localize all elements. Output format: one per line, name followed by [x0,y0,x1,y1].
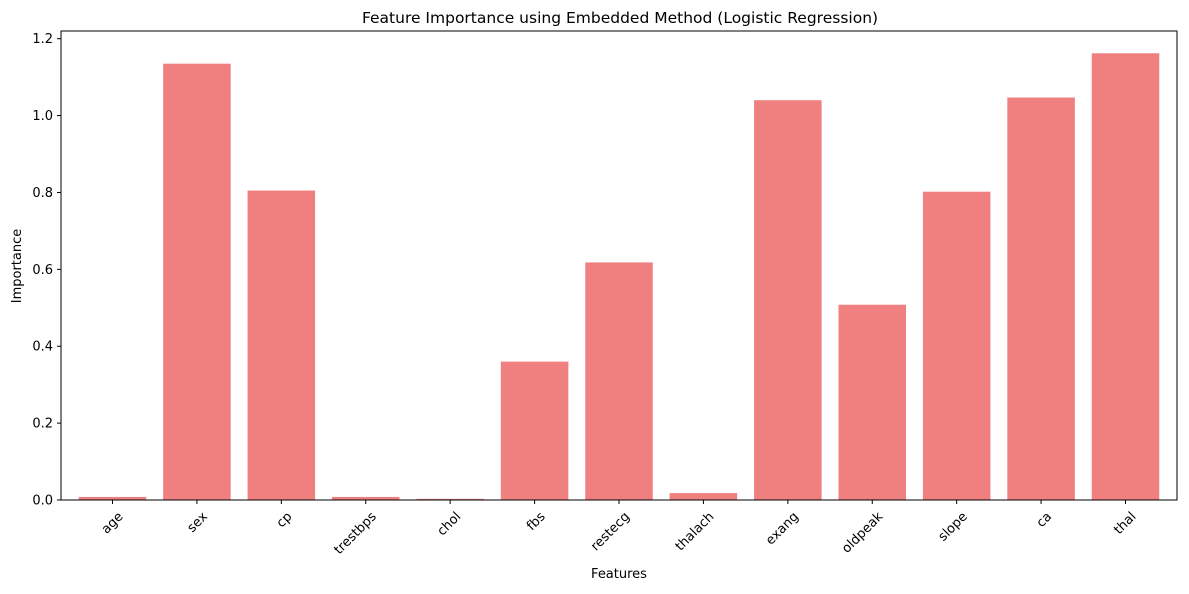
plot-area-frame [60,30,1178,501]
bar-thal [1091,53,1160,500]
y-tick-label: 0.4 [32,340,53,355]
x-tick-label-thal: thal [1111,509,1139,537]
y-axis-ticks: 0.0 0.2 0.4 0.6 0.8 1.0 1.2 [32,32,61,509]
bar-sex [163,63,231,500]
bar-exang [754,100,822,501]
y-tick-label: 1.2 [32,32,53,47]
x-tick-label-thalach: thalach [673,509,718,554]
bar-oldpeak [838,304,907,500]
bar-ca [1007,97,1075,500]
bars-group [78,53,1160,501]
x-tick-label-age: age [99,509,127,537]
chart-title: Feature Importance using Embedded Method… [362,9,878,27]
x-tick-label-sex: sex [185,509,212,536]
bar-chol [416,498,484,500]
bar-thalach [669,493,738,500]
x-tick-label-restecg: restecg [588,509,633,554]
y-tick-label: 1.0 [32,109,53,124]
y-tick-label: 0.2 [32,417,53,432]
bar-fbs [500,361,569,500]
y-axis-label: Importance [10,229,25,304]
bar-age [78,496,147,500]
x-tick-label-fbs: fbs [524,509,549,534]
x-tick-label-cp: cp [274,509,296,531]
x-tick-label-slope: slope [936,509,971,544]
bar-restecg [585,262,653,500]
bar-slope [922,191,991,500]
bar-trestbps [331,496,400,500]
x-tick-label-exang: exang [763,509,802,548]
x-tick-label-chol: chol [435,509,465,539]
x-tick-label-ca: ca [1034,509,1055,530]
x-tick-label-trestbps: trestbps [331,509,379,557]
x-axis-ticks: age sex cp trestbps chol fbs restecg thalach exa… [99,500,1140,558]
x-tick-label-oldpeak: oldpeak [839,509,886,556]
x-axis-label: Features [591,567,647,582]
y-tick-label: 0.6 [32,263,53,278]
bar-cp [247,190,316,501]
y-tick-label: 0.8 [32,186,53,201]
y-tick-label: 0.0 [32,494,53,509]
